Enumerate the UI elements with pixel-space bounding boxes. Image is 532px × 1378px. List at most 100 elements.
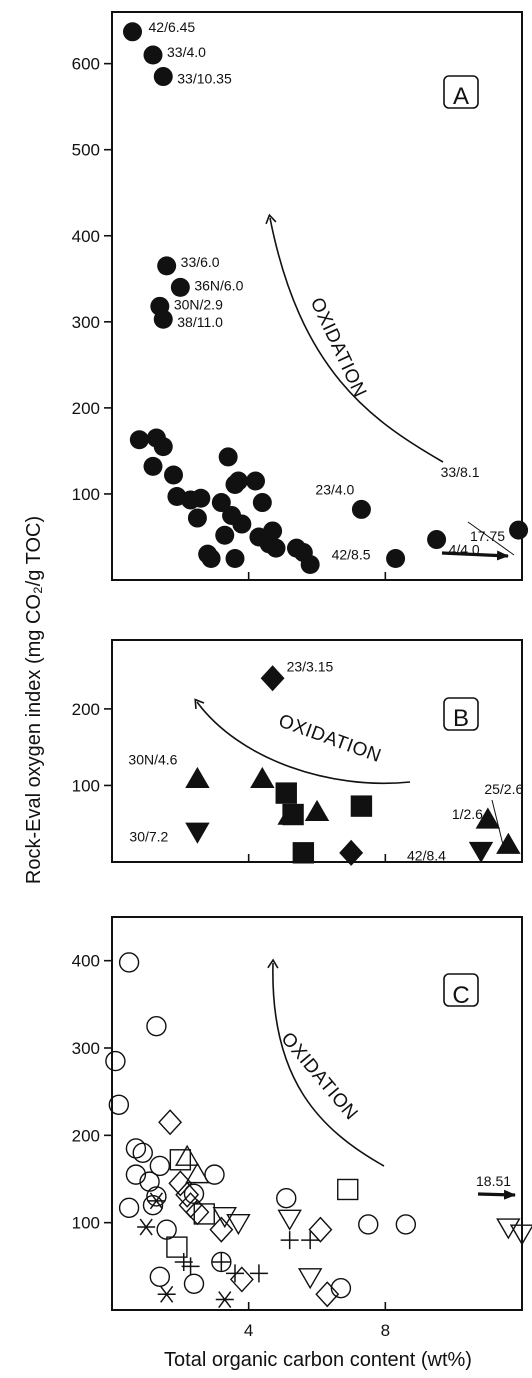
panel-letter-box [443, 973, 479, 1007]
data-point [386, 548, 406, 568]
data-point [174, 1144, 200, 1166]
y-tick-label: 100 [72, 776, 100, 795]
offscale-value-label: 18.51 [476, 1173, 511, 1189]
data-point [204, 1164, 225, 1185]
data-point [246, 471, 265, 491]
point-label: 42/8.4 [407, 848, 446, 864]
x-axis-title: Total organic carbon content (wt%) [164, 1349, 472, 1371]
y-tick-label: 600 [72, 55, 100, 74]
data-point [330, 1277, 352, 1299]
data-point [475, 807, 501, 829]
point-label: 30/7.2 [129, 828, 168, 844]
panel-c-chart: 100 200 300 400 4 8 C OXIDATION 18.51 [72, 916, 532, 1340]
y-tick-label: 300 [72, 1039, 100, 1058]
oxidation-arrow [265, 213, 444, 463]
data-point [351, 499, 371, 519]
point-label: 42/6.45 [149, 19, 196, 35]
data-point [427, 530, 447, 550]
point-label: 38/11.0 [177, 314, 223, 330]
data-point [129, 430, 149, 450]
data-point [250, 766, 275, 789]
data-point [174, 1252, 193, 1271]
data-point [211, 1251, 232, 1273]
data-point [191, 488, 211, 508]
y-tick-label: 300 [72, 313, 100, 332]
oxidation-label: OXIDATION [306, 294, 371, 400]
data-point [125, 1164, 147, 1185]
data-point [193, 1203, 215, 1225]
data-point [175, 1181, 200, 1208]
data-point [201, 548, 221, 568]
data-point [132, 1142, 153, 1164]
offscale-arrow [477, 1189, 516, 1200]
data-point [137, 1218, 156, 1236]
point-label: 4/4.0 [449, 542, 480, 558]
data-point [226, 1264, 244, 1283]
data-point [496, 1218, 521, 1240]
data-point [153, 67, 173, 87]
point-label: 33/8.1 [441, 464, 480, 480]
y-axis-title: Rock-Eval oxygen index (mg CO₂/g TOC) [23, 516, 45, 884]
data-point [395, 1214, 417, 1235]
panel-letter-box [443, 697, 479, 731]
data-point [468, 841, 494, 863]
data-point [143, 45, 163, 65]
offscale-arrow [441, 550, 509, 561]
data-point [350, 795, 373, 817]
data-point [339, 839, 364, 866]
data-point [232, 514, 252, 534]
y-tick-label: 200 [72, 700, 100, 719]
y-tick-label: 400 [72, 227, 100, 246]
label-leader-line [491, 799, 506, 854]
panel-a-frame [111, 11, 523, 581]
data-point [228, 471, 248, 491]
data-point [509, 520, 529, 540]
data-point [157, 256, 177, 276]
data-point [147, 1192, 166, 1210]
point-label: 25/2.6 [484, 781, 523, 797]
data-point [123, 22, 142, 42]
data-point [185, 766, 210, 789]
data-point [169, 1149, 192, 1171]
data-point [158, 1109, 183, 1136]
point-label: 1/2.6 [452, 806, 483, 822]
data-point [300, 555, 320, 575]
data-point [315, 1281, 340, 1308]
data-point [105, 1050, 126, 1072]
data-point [308, 1216, 333, 1243]
data-point [260, 665, 285, 692]
point-label: 23/4.0 [315, 481, 354, 497]
oxidation-label: OXIDATION [276, 711, 384, 768]
point-label: 30N/4.6 [128, 751, 177, 767]
y-tick-label: 500 [72, 141, 100, 160]
point-label: 33/10.35 [177, 71, 232, 87]
panel-letter: C [452, 982, 469, 1009]
data-point [185, 1162, 210, 1184]
y-tick-label: 100 [72, 1214, 100, 1233]
data-point [229, 1266, 254, 1293]
data-point [146, 1186, 167, 1207]
data-point [143, 456, 163, 476]
point-label: 42/8.5 [332, 546, 371, 562]
data-point [118, 1197, 140, 1219]
y-tick-label: 200 [72, 1126, 100, 1145]
data-point [358, 1214, 379, 1235]
y-tick-label: 100 [72, 485, 100, 504]
data-point [292, 842, 315, 864]
data-point [166, 1236, 188, 1258]
data-point [149, 1266, 171, 1288]
data-point [139, 1171, 160, 1192]
panel-c-frame [111, 916, 523, 1311]
panel-letter: B [453, 705, 469, 732]
data-point [157, 1285, 176, 1303]
panel-b-frame [111, 639, 523, 863]
data-point [252, 493, 272, 513]
data-point [125, 1138, 147, 1159]
data-point [509, 1224, 532, 1246]
data-point [211, 493, 231, 513]
data-point [181, 1257, 200, 1276]
data-point [170, 277, 190, 297]
data-point [178, 1192, 203, 1219]
data-point [301, 1231, 320, 1250]
data-point [153, 309, 173, 329]
